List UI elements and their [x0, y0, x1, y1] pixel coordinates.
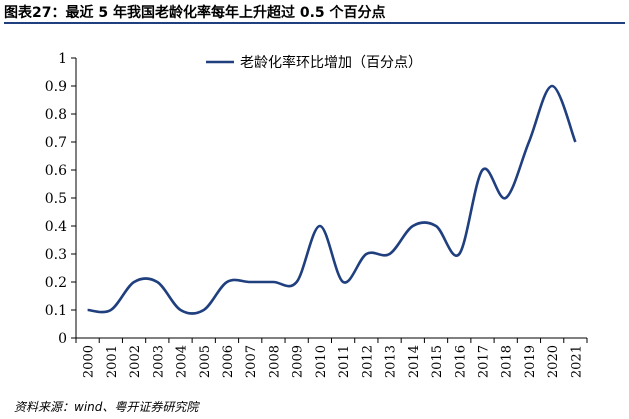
x-tick-label: 2021 [569, 345, 584, 378]
figure-title: 图表27：最近 5 年我国老龄化率每年上升超过 0.5 个百分点 [4, 2, 625, 24]
y-tick-label: 0.1 [45, 303, 67, 319]
x-tick-label: 2002 [128, 345, 143, 378]
y-tick-label: 0 [58, 331, 67, 347]
x-tick-label: 2008 [267, 345, 282, 378]
y-axis-ticks: 0 0.1 0.2 0.3 0.4 0.5 0.6 0.7 0.8 0.9 1 [45, 51, 76, 347]
y-tick-label: 0.9 [45, 79, 67, 95]
figure-source: 资料来源：wind、粤开证券研究院 [14, 400, 199, 414]
y-tick-label: 0.2 [45, 275, 67, 291]
x-tick-label: 2016 [453, 345, 468, 378]
x-tick-label: 2020 [546, 345, 561, 378]
x-axis-ticks: 2000 2001 2002 2003 2004 2005 2006 2007 2008 2009… [75, 338, 588, 378]
x-tick-label: 2009 [291, 345, 306, 378]
x-tick-label: 2000 [82, 345, 97, 378]
x-tick-label: 2010 [314, 345, 329, 378]
y-tick-label: 0.5 [45, 191, 67, 207]
x-tick-label: 2005 [198, 345, 213, 378]
legend-label: 老龄化率环比增加（百分点） [240, 54, 422, 71]
x-tick-label: 2014 [407, 345, 422, 378]
x-tick-label: 2012 [360, 345, 375, 378]
x-tick-label: 2013 [384, 345, 399, 378]
x-tick-label: 2015 [430, 345, 445, 378]
y-tick-label: 0.8 [45, 107, 67, 123]
y-tick-label: 1 [58, 51, 67, 67]
x-tick-label: 2003 [151, 345, 166, 378]
x-tick-label: 2004 [175, 345, 190, 378]
x-tick-label: 2007 [244, 345, 259, 378]
chart-axes [75, 58, 587, 339]
x-tick-label: 2019 [523, 345, 538, 378]
x-tick-label: 2011 [337, 345, 352, 378]
x-tick-label: 2001 [105, 345, 120, 378]
y-tick-label: 0.6 [45, 163, 67, 179]
y-tick-label: 0.4 [45, 219, 67, 235]
x-tick-label: 2006 [221, 345, 236, 378]
series-line [87, 84, 577, 315]
y-tick-label: 0.7 [45, 135, 67, 151]
x-tick-label: 2017 [476, 345, 491, 378]
y-tick-label: 0.3 [45, 247, 67, 263]
legend: 老龄化率环比增加（百分点） [206, 54, 422, 71]
x-tick-label: 2018 [500, 345, 515, 378]
